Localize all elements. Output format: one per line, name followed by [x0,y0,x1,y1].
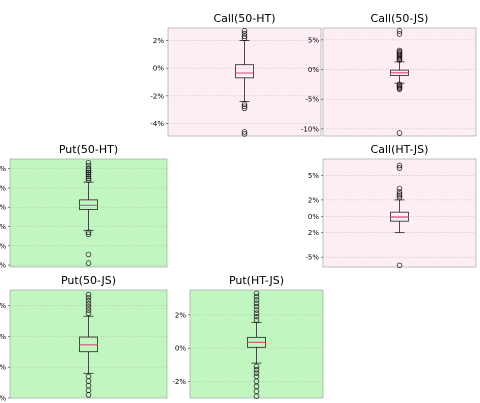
outlier-point [85,304,92,310]
chart-panel: Put(50-JS) 2% 0% -2% -4% [0,274,168,403]
y-tick-label: 2% [0,302,6,310]
outlier-point [253,300,260,307]
y-tick-label: -1% [0,204,6,212]
outlier-point [253,290,260,297]
outlier-point [85,307,92,313]
outlier-point [85,231,92,237]
y-tick-label: -2% [150,92,164,100]
outlier-point [253,393,260,400]
outlier-point [253,313,260,320]
plot-area [189,289,324,399]
outlier-point [253,293,260,300]
outlier-point [85,298,92,304]
outlier-point [85,294,92,301]
outlier-point [85,171,92,178]
outlier-point [85,175,92,182]
outlier-point [85,301,92,307]
outlier-point [85,229,92,236]
y-tick-label: 0% [0,333,6,341]
y-tick-label: -4% [0,395,6,403]
y-tick-label: -3% [0,242,6,250]
outlier-point [396,31,403,37]
outlier-point [253,303,260,310]
chart-title: Put(HT-JS) [229,274,284,287]
outlier-point [253,307,260,313]
y-tick-label: -5% [305,96,319,104]
outlier-point [396,191,403,197]
outlier-point [241,28,248,34]
outlier-point [85,310,92,316]
y-tick-label: 5% [308,172,319,180]
y-tick-label: 0% [175,345,186,353]
y-tick-label: -5% [305,254,319,262]
y-tick-label: 1% [0,165,6,173]
outlier-point [85,392,92,398]
iqr-box [79,199,98,210]
outlier-point [253,310,260,317]
iqr-box [235,64,254,79]
y-tick-label: 2% [153,37,164,45]
outlier-point [85,167,92,174]
y-tick-label: -2% [0,364,6,372]
y-tick-label: 0% [308,66,319,74]
outlier-point [85,165,92,172]
chart-panel: Call(50-HT) 2% 0% -2% -4% [150,12,322,137]
chart-panel: Call(HT-JS) 5% 2% 0% 2% -5% [305,143,477,269]
outlier-point [85,173,92,180]
outlier-point [396,194,403,201]
y-tick-label: 2% [308,229,319,237]
chart-title: Call(50-JS) [371,12,429,25]
outlier-point [241,101,248,107]
outlier-point [253,297,260,303]
outlier-point [396,28,403,34]
plot-area [322,158,477,268]
y-tick-label: -10% [301,125,319,133]
outlier-point [241,129,248,135]
outlier-point [85,260,92,266]
outlier-point [396,193,403,199]
chart-title: Put(50-HT) [59,143,118,156]
outlier-point [396,57,403,63]
y-tick-label: -2% [172,378,186,386]
y-tick-label: 0% [153,65,164,73]
y-tick-label: 2% [175,311,186,319]
chart-title: Call(HT-JS) [371,143,429,156]
outlier-point [253,363,260,370]
chart-title: Call(50-HT) [213,12,275,25]
outlier-point [396,188,403,195]
outlier-point [253,370,260,376]
outlier-point [396,185,403,192]
outlier-point [253,367,260,373]
y-tick-label: 5% [308,36,319,44]
y-tick-label: -4% [150,120,164,128]
outlier-point [241,33,248,40]
outlier-point [396,162,403,169]
outlier-point [241,103,248,109]
outlier-point [396,130,403,136]
outlier-point [396,165,403,171]
outlier-point [241,105,248,112]
outlier-point [241,131,248,137]
chart-panel: Call(50-JS) 5% 0% -5% -10% [301,12,477,137]
y-tick-label: 2% [308,196,319,204]
y-tick-label: 0% [0,184,6,192]
y-tick-label: -2% [0,223,6,231]
y-tick-label: 0% [308,213,319,221]
outlier-point [85,251,92,258]
outlier-point [85,160,92,166]
chart-panel: Put(HT-JS) 2% 0% -2% [172,274,324,400]
y-tick-label: -4% [0,262,6,270]
outlier-point [241,35,248,42]
outlier-point [85,291,92,298]
outlier-point [85,169,92,176]
outlier-point [85,177,92,183]
outlier-point [396,262,403,269]
outlier-point [253,317,260,323]
outlier-point [396,86,403,92]
chart-title: Put(50-JS) [61,274,116,287]
chart-panel: Put(50-HT) 1% 0% -1% -2% -3% -4% [0,143,168,270]
